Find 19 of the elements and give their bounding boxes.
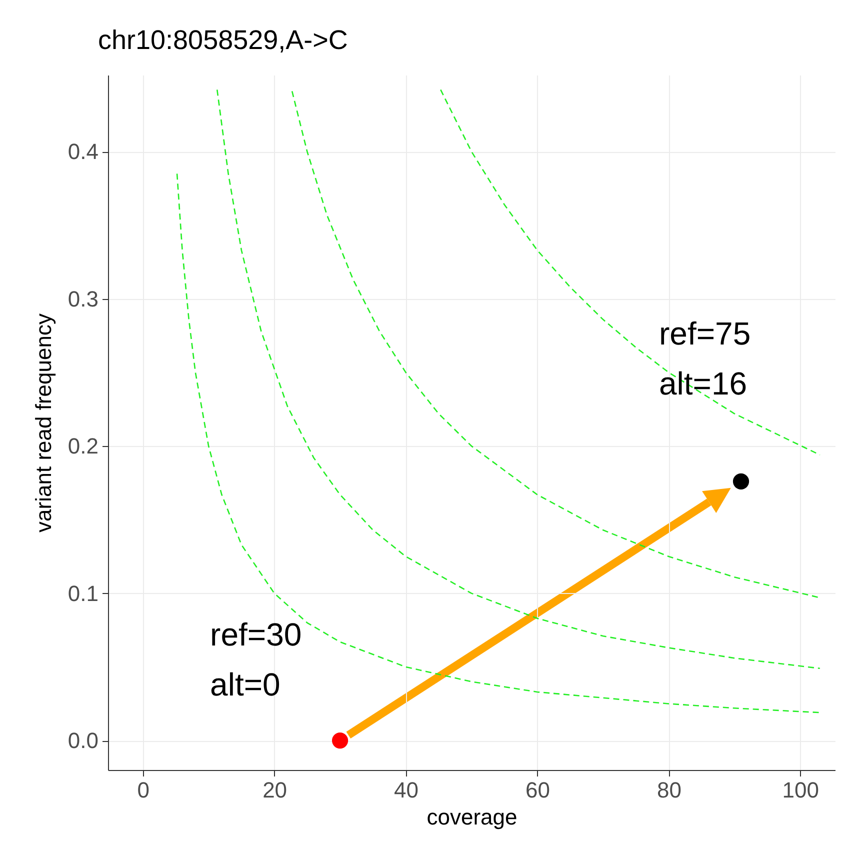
x-tick-label: 0 bbox=[137, 778, 150, 802]
chart-title: chr10:8058529,A->C bbox=[98, 25, 348, 55]
line-series bbox=[291, 90, 821, 598]
annotation: ref=75 alt=16 bbox=[659, 315, 751, 402]
x-tick-label: 100 bbox=[782, 778, 820, 802]
x-tick-label: 40 bbox=[394, 778, 419, 802]
y-tick-label: 0.2 bbox=[68, 434, 98, 459]
y-axis-title: variant read frequency bbox=[30, 314, 56, 532]
y-tick-label: 0.4 bbox=[68, 139, 98, 164]
x-tick-label: 60 bbox=[525, 778, 550, 802]
line-series bbox=[440, 89, 821, 456]
y-tick-label: 0.3 bbox=[68, 286, 98, 312]
y-tick-label: 0.0 bbox=[68, 728, 98, 754]
line-series bbox=[176, 173, 821, 714]
y-tick-label: 0.1 bbox=[68, 580, 98, 606]
x-tick-label: 20 bbox=[262, 778, 288, 802]
annotation: ref=30 alt=0 bbox=[210, 616, 302, 703]
x-tick-label: 80 bbox=[656, 778, 682, 802]
x-axis-title: coverage bbox=[426, 804, 518, 830]
